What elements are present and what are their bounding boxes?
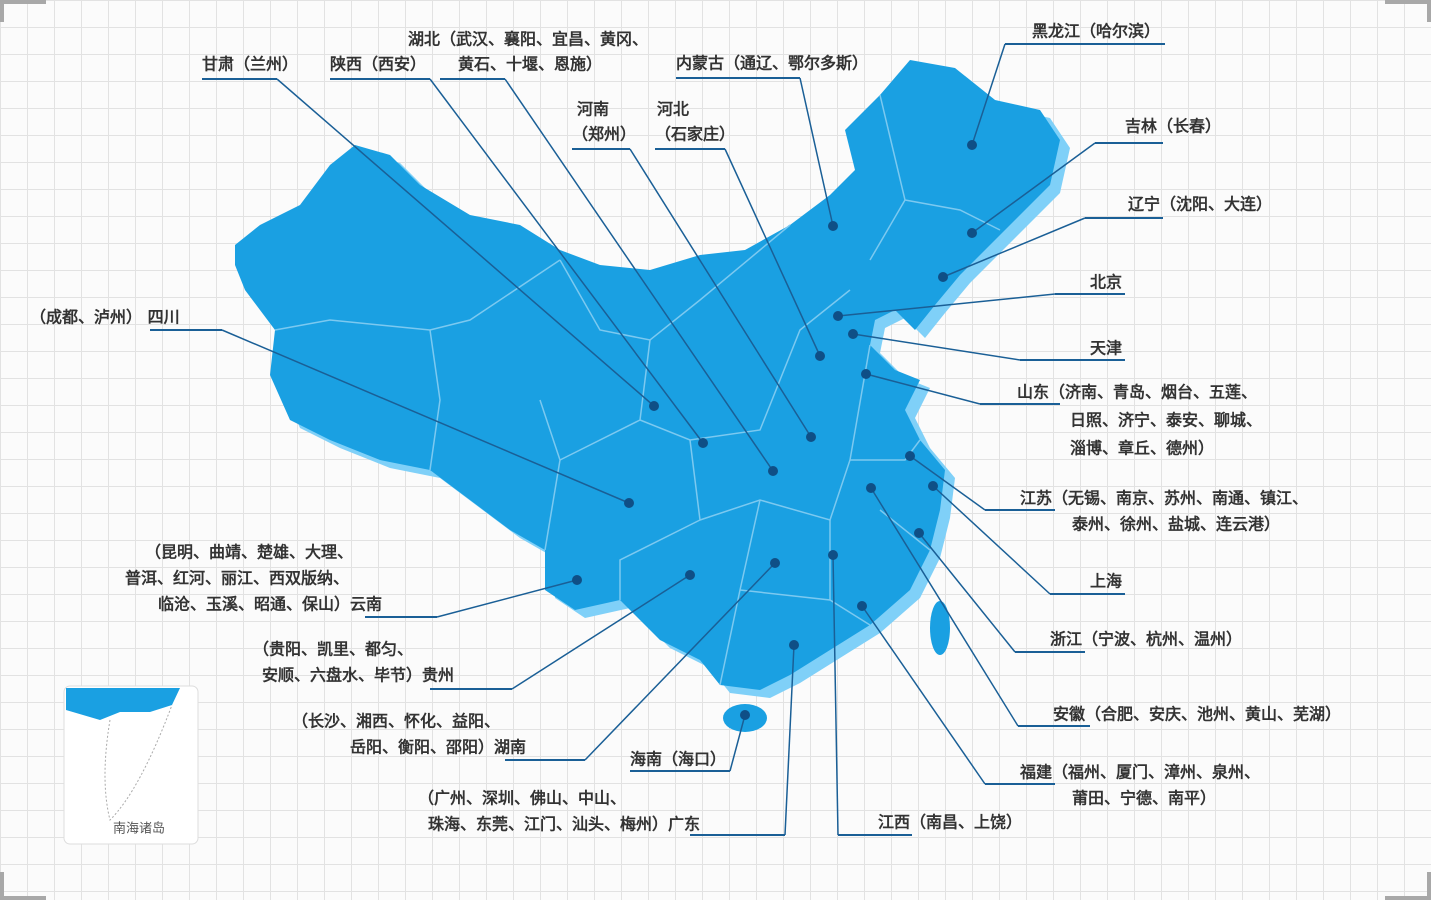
leader-line <box>909 455 986 511</box>
province-label: 内蒙古（通辽、鄂尔多斯） <box>676 54 868 73</box>
province-label: （广州、深圳、佛山、中山、 <box>418 789 626 808</box>
province-label: 上海 <box>1090 572 1122 591</box>
province-borders <box>274 94 1001 686</box>
city-dot <box>806 432 816 442</box>
leader-line <box>784 644 795 836</box>
province-label: 福建（福州、厦门、漳州、泉州、 <box>1019 763 1260 782</box>
inset-line <box>104 704 173 821</box>
province-label: （石家庄） <box>655 125 735 144</box>
province-label: 陕西（西安） <box>330 55 426 74</box>
leader-line <box>865 373 981 405</box>
leader-line <box>584 562 776 761</box>
city-dot <box>938 272 948 282</box>
city-dot <box>928 481 938 491</box>
province-label: 甘肃（兰州） <box>202 55 298 74</box>
city-dot <box>828 550 838 560</box>
inset-coast <box>66 688 180 720</box>
city-dot <box>624 498 634 508</box>
taiwan <box>930 601 950 655</box>
province-label: （郑州） <box>572 125 636 144</box>
province-label: 山东（济南、青岛、烟台、五莲、 <box>1017 383 1257 402</box>
leader-line <box>861 605 986 785</box>
city-dot <box>649 401 659 411</box>
province-label: 浙江（宁波、杭州、温州） <box>1050 630 1242 649</box>
province-label: （昆明、曲靖、楚雄、大理、 <box>145 543 353 562</box>
province-label: 湖北（武汉、襄阳、宜昌、黄冈、 <box>408 30 648 49</box>
province-label: （成都、泸州） 四川 <box>30 308 180 327</box>
province-label: 海南（海口） <box>630 750 726 769</box>
china-map <box>235 60 1070 732</box>
province-label: 天津 <box>1090 339 1122 358</box>
leader-line <box>942 217 1086 278</box>
city-dot <box>789 640 799 650</box>
leader-line <box>971 142 1096 234</box>
leader-line <box>870 487 1019 727</box>
province-label: 珠海、东莞、江门、汕头、梅州）广东 <box>428 815 700 834</box>
province-label: 泰州、徐州、盐城、连云港） <box>1071 515 1280 534</box>
province-label: 莆田、宁德、南平） <box>1072 789 1216 808</box>
province-label: 黑龙江（哈尔滨） <box>1032 22 1160 41</box>
map-land <box>235 60 1060 690</box>
leader-line <box>629 148 812 438</box>
province-label: 普洱、红河、丽江、西双版纳、 <box>125 569 349 588</box>
leader-line <box>932 485 1051 595</box>
city-dot <box>848 329 858 339</box>
city-dot <box>833 311 843 321</box>
city-dot <box>866 483 876 493</box>
city-dot <box>770 558 780 568</box>
city-dot <box>572 575 582 585</box>
province-label: 北京 <box>1090 273 1122 292</box>
province-label: 河北 <box>657 100 689 119</box>
province-label: 淄博、章丘、德州） <box>1070 439 1214 458</box>
leader-line <box>511 574 691 690</box>
inset: 南海诸岛 <box>63 685 199 845</box>
province-label: 安顺、六盘水、毕节）贵州 <box>262 666 454 685</box>
city-dot <box>828 221 838 231</box>
leader-line <box>221 329 630 504</box>
city-dot <box>685 570 695 580</box>
city-dot <box>815 351 825 361</box>
province-label: 黄石、十堰、恩施） <box>458 55 602 74</box>
leader-line <box>799 77 834 227</box>
city-dot <box>905 451 915 461</box>
province-label: 安徽（合肥、安庆、池州、黄山、芜湖） <box>1053 705 1341 724</box>
city-dot <box>857 601 867 611</box>
province-label: （贵阳、凯里、都匀、 <box>253 640 413 659</box>
leader-line <box>504 78 774 472</box>
leader-line <box>436 579 578 618</box>
province-label: （长沙、湘西、怀化、益阳、 <box>292 712 500 731</box>
province-label: 吉林（长春） <box>1125 117 1221 136</box>
province-label: 河南 <box>577 100 609 119</box>
leader-line <box>971 43 1006 146</box>
inset-box <box>63 685 199 845</box>
inset-label: 南海诸岛 <box>113 821 165 837</box>
province-label: 日照、济宁、泰安、聊城、 <box>1070 411 1262 430</box>
city-dot <box>698 438 708 448</box>
leader-line <box>729 714 746 772</box>
city-dot <box>967 228 977 238</box>
city-dot <box>967 140 977 150</box>
province-label: 辽宁（沈阳、大连） <box>1128 195 1272 214</box>
city-dot <box>740 710 750 720</box>
province-label: 江西（南昌、上饶） <box>878 813 1022 832</box>
leader-line <box>276 78 655 407</box>
province-label: 江苏（无锡、南京、苏州、南通、镇江、 <box>1020 489 1308 508</box>
city-dot <box>861 369 871 379</box>
province-label: 岳阳、衡阳、邵阳）湖南 <box>350 738 526 757</box>
city-dot <box>914 528 924 538</box>
city-dot <box>768 466 778 476</box>
leader-line <box>837 293 1056 317</box>
province-label: 临沧、玉溪、昭通、保山）云南 <box>158 595 382 614</box>
leader-line <box>429 78 704 444</box>
leader-line <box>832 554 839 836</box>
leader-line <box>918 532 1016 653</box>
leader-line <box>724 148 821 357</box>
leader-line <box>852 333 1021 361</box>
